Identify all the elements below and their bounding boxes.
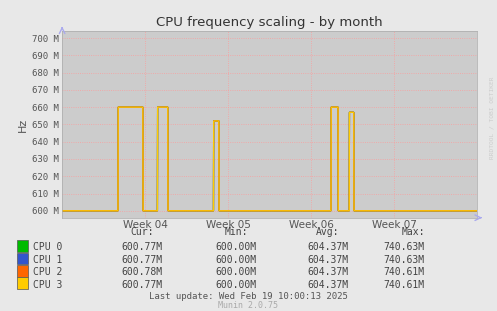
Text: 604.37M: 604.37M [308, 255, 348, 265]
Text: 740.61M: 740.61M [384, 280, 425, 290]
Text: 600.00M: 600.00M [216, 280, 256, 290]
Text: Munin 2.0.75: Munin 2.0.75 [219, 301, 278, 310]
Text: Min:: Min: [224, 227, 248, 237]
Text: 600.77M: 600.77M [121, 280, 162, 290]
Text: 740.61M: 740.61M [384, 267, 425, 277]
Text: CPU 1: CPU 1 [33, 255, 63, 265]
Text: RRDTOOL / TOBI OETIKER: RRDTOOL / TOBI OETIKER [490, 77, 495, 160]
Text: CPU 2: CPU 2 [33, 267, 63, 277]
Text: Cur:: Cur: [130, 227, 154, 237]
Text: 600.00M: 600.00M [216, 242, 256, 252]
Text: Max:: Max: [402, 227, 425, 237]
Text: 604.37M: 604.37M [308, 267, 348, 277]
Text: Last update: Wed Feb 19 10:00:13 2025: Last update: Wed Feb 19 10:00:13 2025 [149, 292, 348, 301]
Text: CPU 0: CPU 0 [33, 242, 63, 252]
Text: 604.37M: 604.37M [308, 280, 348, 290]
Text: 600.00M: 600.00M [216, 267, 256, 277]
Text: 600.78M: 600.78M [121, 267, 162, 277]
Y-axis label: Hz: Hz [18, 117, 28, 132]
Text: 600.77M: 600.77M [121, 242, 162, 252]
Text: 600.00M: 600.00M [216, 255, 256, 265]
Text: 740.63M: 740.63M [384, 255, 425, 265]
Text: CPU 3: CPU 3 [33, 280, 63, 290]
Title: CPU frequency scaling - by month: CPU frequency scaling - by month [157, 16, 383, 29]
Text: 740.63M: 740.63M [384, 242, 425, 252]
Text: 604.37M: 604.37M [308, 242, 348, 252]
Text: 600.77M: 600.77M [121, 255, 162, 265]
Text: Avg:: Avg: [316, 227, 340, 237]
